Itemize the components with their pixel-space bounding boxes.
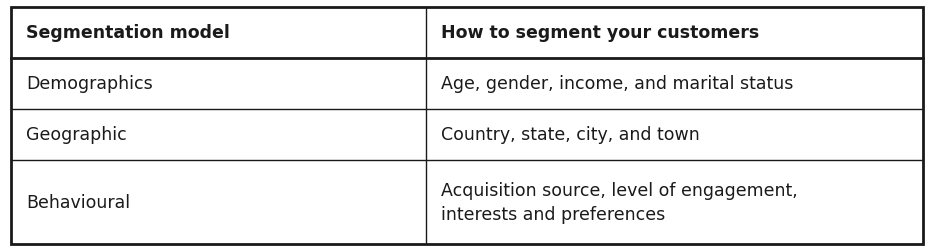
Text: Behavioural: Behavioural	[26, 194, 130, 211]
Text: How to segment your customers: How to segment your customers	[441, 24, 759, 42]
Text: Country, state, city, and town: Country, state, city, and town	[441, 126, 700, 144]
Text: Demographics: Demographics	[26, 75, 153, 93]
Text: Age, gender, income, and marital status: Age, gender, income, and marital status	[441, 75, 793, 93]
Text: Acquisition source, level of engagement,
interests and preferences: Acquisition source, level of engagement,…	[441, 182, 798, 223]
Text: Segmentation model: Segmentation model	[26, 24, 230, 42]
Text: Geographic: Geographic	[26, 126, 127, 144]
